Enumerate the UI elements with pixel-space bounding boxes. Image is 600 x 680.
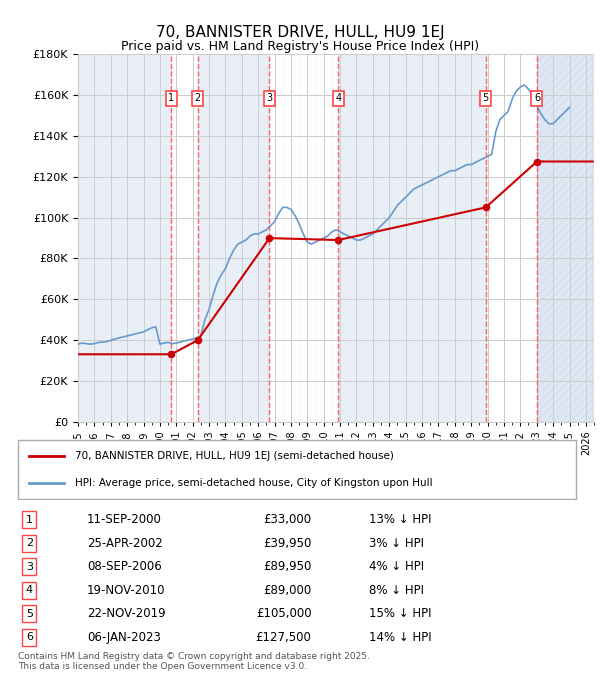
Point <box>166 349 176 360</box>
Text: Contains HM Land Registry data © Crown copyright and database right 2025.
This d: Contains HM Land Registry data © Crown c… <box>18 651 370 671</box>
Text: 11-SEP-2000: 11-SEP-2000 <box>87 513 162 526</box>
Text: 2: 2 <box>194 93 201 103</box>
Text: 70, BANNISTER DRIVE, HULL, HU9 1EJ: 70, BANNISTER DRIVE, HULL, HU9 1EJ <box>155 25 445 40</box>
Text: 14% ↓ HPI: 14% ↓ HPI <box>369 631 432 644</box>
Bar <box>198 54 269 422</box>
Point <box>481 202 491 213</box>
Text: 4: 4 <box>26 585 33 595</box>
Text: 4% ↓ HPI: 4% ↓ HPI <box>369 560 424 573</box>
Text: 6: 6 <box>26 632 33 643</box>
Text: 5: 5 <box>26 609 33 619</box>
Text: £39,950: £39,950 <box>263 537 311 549</box>
Text: HPI: Average price, semi-detached house, City of Kingston upon Hull: HPI: Average price, semi-detached house,… <box>76 477 433 488</box>
Text: £105,000: £105,000 <box>256 607 311 620</box>
Bar <box>537 54 593 422</box>
Text: £89,950: £89,950 <box>263 560 311 573</box>
Text: £33,000: £33,000 <box>263 513 311 526</box>
Text: 15% ↓ HPI: 15% ↓ HPI <box>369 607 431 620</box>
Point <box>532 156 542 167</box>
Text: £89,000: £89,000 <box>263 584 311 597</box>
Text: 3% ↓ HPI: 3% ↓ HPI <box>369 537 424 549</box>
Text: 6: 6 <box>534 93 540 103</box>
Bar <box>78 54 171 422</box>
Text: Price paid vs. HM Land Registry's House Price Index (HPI): Price paid vs. HM Land Registry's House … <box>121 39 479 53</box>
Text: £127,500: £127,500 <box>256 631 311 644</box>
Text: 1: 1 <box>26 515 33 525</box>
Text: 4: 4 <box>335 93 341 103</box>
Bar <box>537 54 593 422</box>
Point <box>334 235 343 245</box>
Text: 1: 1 <box>168 93 175 103</box>
Point <box>265 233 274 243</box>
Text: 06-JAN-2023: 06-JAN-2023 <box>87 631 161 644</box>
Text: 5: 5 <box>482 93 489 103</box>
Text: 3: 3 <box>26 562 33 572</box>
Text: 13% ↓ HPI: 13% ↓ HPI <box>369 513 431 526</box>
Text: 19-NOV-2010: 19-NOV-2010 <box>87 584 166 597</box>
Text: 2: 2 <box>26 538 33 548</box>
Text: 70, BANNISTER DRIVE, HULL, HU9 1EJ (semi-detached house): 70, BANNISTER DRIVE, HULL, HU9 1EJ (semi… <box>76 451 394 461</box>
Bar <box>338 54 486 422</box>
Point <box>193 335 203 345</box>
Text: 25-APR-2002: 25-APR-2002 <box>87 537 163 549</box>
FancyBboxPatch shape <box>18 440 577 498</box>
Text: 22-NOV-2019: 22-NOV-2019 <box>87 607 166 620</box>
Text: 08-SEP-2006: 08-SEP-2006 <box>87 560 161 573</box>
Text: 3: 3 <box>266 93 272 103</box>
Text: 8% ↓ HPI: 8% ↓ HPI <box>369 584 424 597</box>
